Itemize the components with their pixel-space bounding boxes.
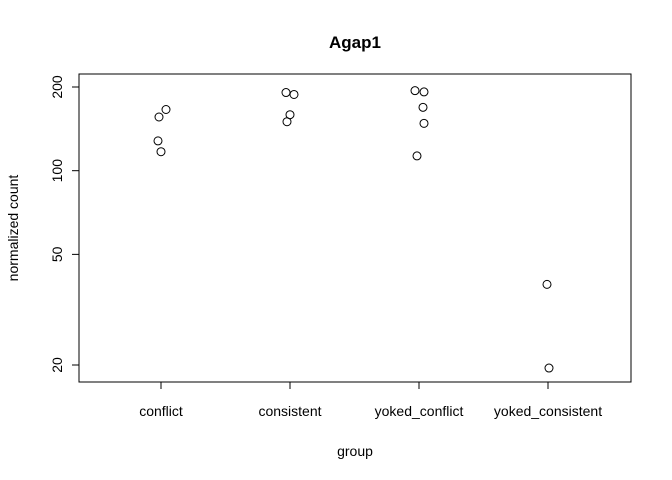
- y-tick-label: 200: [49, 75, 65, 99]
- chart-title: Agap1: [329, 33, 381, 52]
- data-point: [154, 112, 164, 122]
- data-point: [281, 88, 291, 98]
- data-point: [161, 104, 171, 114]
- x-tick-label: conflict: [139, 403, 183, 419]
- x-axis: conflict consistent yoked_conflict yoked_co…: [139, 381, 602, 419]
- x-tick-label: yoked_conflict: [375, 403, 464, 419]
- data-point: [542, 279, 552, 289]
- data-point: [289, 89, 299, 99]
- data-point: [153, 136, 163, 146]
- x-axis-label: group: [337, 443, 373, 459]
- y-tick-label: 50: [49, 246, 65, 262]
- y-axis: 20 50 100 200: [49, 75, 80, 373]
- data-point: [419, 118, 429, 128]
- data-point: [412, 151, 422, 161]
- y-tick-label: 20: [49, 357, 65, 373]
- x-tick-label: yoked_consistent: [494, 403, 602, 419]
- data-point: [418, 102, 428, 112]
- y-tick-label: 100: [49, 159, 65, 183]
- data-points: [153, 86, 554, 373]
- data-point: [419, 87, 429, 97]
- x-tick-label: consistent: [258, 403, 321, 419]
- data-point: [156, 147, 166, 157]
- y-axis-label: normalized count: [5, 175, 21, 282]
- data-point: [410, 86, 420, 96]
- data-point: [544, 363, 554, 373]
- data-point: [282, 117, 292, 127]
